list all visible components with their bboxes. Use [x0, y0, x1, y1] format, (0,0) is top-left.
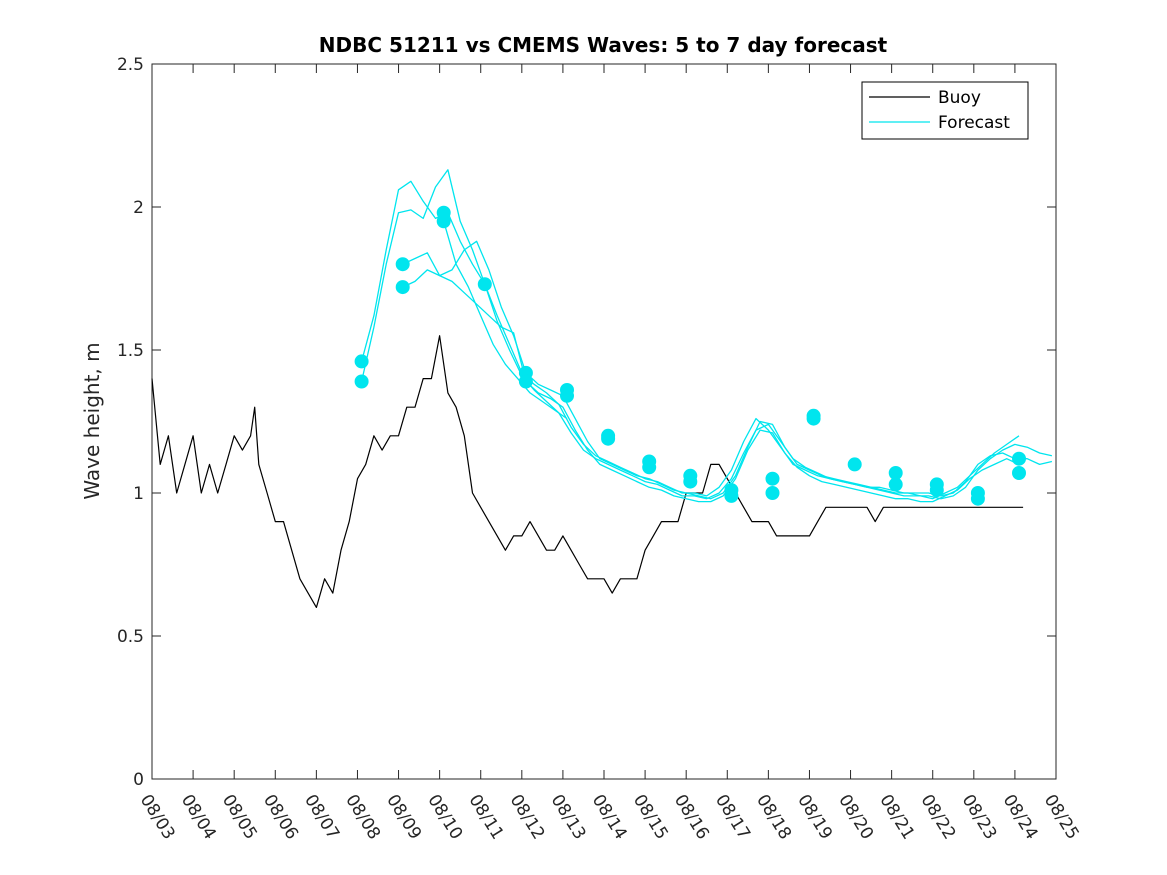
legend-label-forecast: Forecast: [938, 113, 1010, 133]
forecast-series-line: [402, 269, 1020, 503]
forecast-marker: [560, 388, 574, 403]
y-tick-label: 2.5: [117, 55, 144, 75]
forecast-marker: [1012, 466, 1026, 480]
forecast-marker: [683, 474, 698, 489]
legend-label-buoy: Buoy: [938, 88, 981, 108]
y-tick-label: 0.5: [117, 627, 144, 647]
y-axis-label: Wave height, m: [80, 342, 104, 499]
forecast-marker: [518, 374, 533, 389]
forecast-marker: [970, 491, 985, 506]
forecast-marker: [395, 257, 410, 272]
forecast-series-line: [402, 240, 1020, 500]
legend: Buoy Forecast: [861, 81, 1029, 140]
legend-box: [861, 81, 1029, 140]
forecast-marker: [724, 488, 739, 503]
y-tick-label: 1.5: [117, 341, 144, 361]
forecast-marker: [642, 460, 657, 475]
forecast-series-line: [360, 169, 1053, 500]
y-tick-label: 1: [133, 484, 144, 504]
buoy-series-line: [151, 335, 1024, 609]
forecast-marker: [929, 483, 944, 498]
forecast-marker: [601, 431, 616, 446]
forecast-marker: [806, 411, 821, 426]
forecast-marker: [1012, 451, 1026, 466]
forecast-marker: [354, 374, 369, 389]
forecast-marker: [888, 477, 903, 492]
y-tick-label: 0: [133, 770, 144, 790]
forecast-marker: [354, 354, 369, 369]
forecast-marker: [847, 457, 862, 472]
y-tick-label: 2: [133, 198, 144, 218]
forecast-series-line: [443, 221, 568, 420]
forecast-marker: [436, 214, 451, 229]
forecast-marker: [765, 471, 780, 486]
forecast-marker: [765, 486, 780, 500]
forecast-marker: [477, 277, 492, 292]
forecast-marker: [395, 280, 410, 295]
chart-title: NDBC 51211 vs CMEMS Waves: 5 to 7 day fo…: [319, 33, 888, 57]
